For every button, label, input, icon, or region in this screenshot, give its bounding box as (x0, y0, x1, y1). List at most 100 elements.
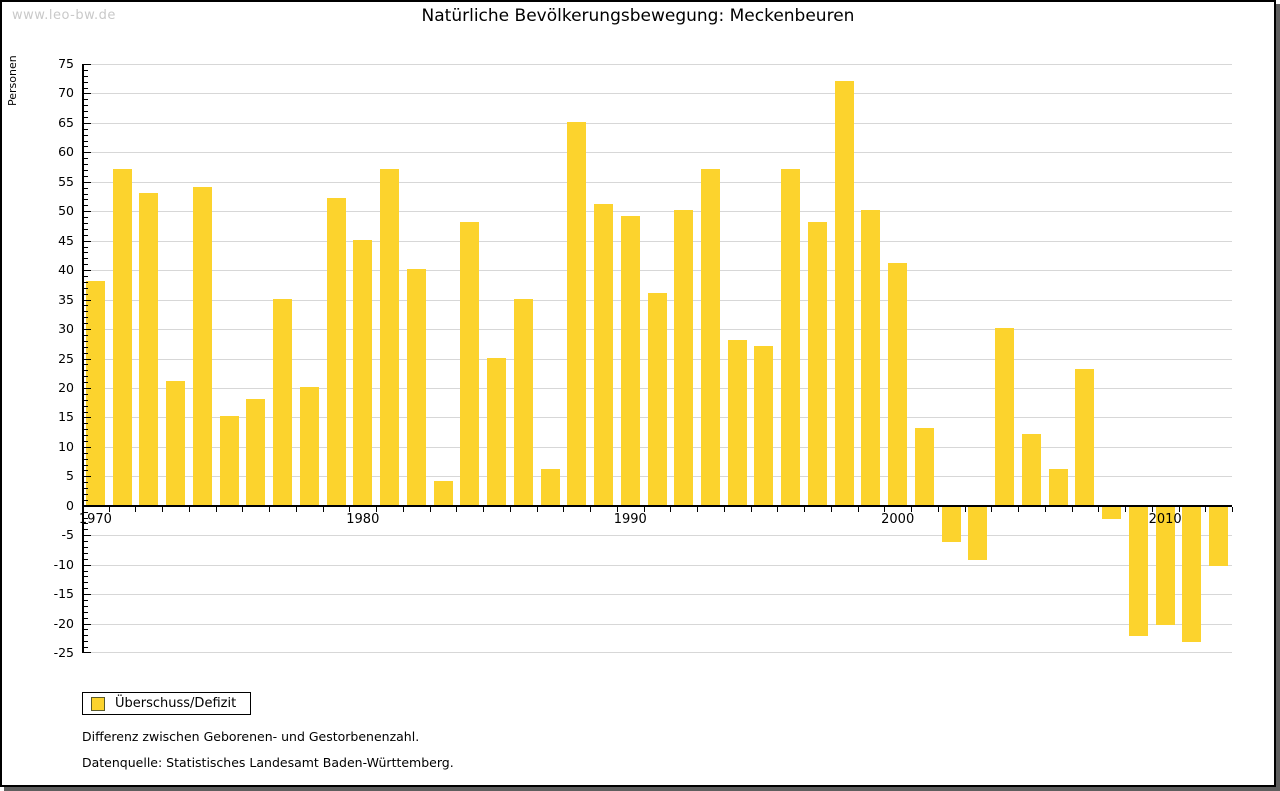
y-minor-tick (84, 529, 88, 531)
x-axis-tick-label: 1970 (78, 511, 112, 527)
y-minor-tick (84, 105, 88, 107)
y-minor-tick (84, 187, 88, 189)
y-minor-tick (84, 423, 88, 425)
y-minor-tick (84, 99, 88, 101)
y-major-tick (84, 564, 91, 566)
y-minor-tick (84, 405, 88, 407)
bar-2010 (1155, 506, 1175, 625)
y-axis-tick-label: 0 (66, 497, 74, 513)
bar-2011 (1182, 506, 1202, 643)
y-minor-tick (84, 234, 88, 236)
bar-1985 (487, 357, 507, 505)
bar-1972 (139, 192, 159, 505)
y-minor-tick (84, 87, 88, 89)
y-axis-tick-label: 60 (58, 144, 74, 160)
watermark: www.leo-bw.de (12, 8, 116, 23)
y-minor-tick (84, 511, 88, 513)
x-axis-tick (135, 506, 137, 512)
x-axis-tick (536, 506, 538, 512)
y-major-tick (84, 299, 91, 301)
y-minor-tick (84, 429, 88, 431)
y-axis-tick-label: -20 (53, 615, 74, 631)
y-axis-tick-label: 50 (58, 203, 74, 219)
y-axis-title: Personen (6, 55, 19, 106)
y-axis-tick-label: 25 (58, 350, 74, 366)
y-minor-tick (84, 464, 88, 466)
gridline (82, 535, 1232, 537)
bar-2007 (1075, 369, 1095, 505)
bar-2000 (888, 263, 908, 505)
gridline (82, 623, 1232, 625)
x-axis-tick (563, 506, 565, 512)
y-major-tick (84, 93, 91, 95)
y-minor-tick (84, 281, 88, 283)
y-minor-tick (84, 111, 88, 113)
x-axis-tick (643, 506, 645, 512)
bar-1977 (273, 298, 293, 505)
y-axis-tick-label: 65 (58, 114, 74, 130)
y-minor-tick (84, 488, 88, 490)
bar-2006 (1048, 469, 1068, 505)
bar-1998 (834, 80, 854, 505)
y-axis-tick-label: 20 (58, 379, 74, 395)
bar-1980 (353, 239, 373, 505)
x-axis-tick (1178, 506, 1180, 512)
legend-swatch-icon (91, 696, 105, 711)
y-minor-tick (84, 576, 88, 578)
x-axis-tick-label: 1980 (346, 511, 380, 527)
y-minor-tick (84, 435, 88, 437)
footnote-source: Datenquelle: Statistisches Landesamt Bad… (82, 755, 454, 770)
x-axis-tick-label: 2000 (881, 511, 915, 527)
y-major-tick (84, 152, 91, 154)
y-minor-tick (84, 258, 88, 260)
y-minor-tick (84, 617, 88, 619)
y-minor-tick (84, 376, 88, 378)
x-axis-tick (429, 506, 431, 512)
y-major-tick (84, 446, 91, 448)
y-minor-tick (84, 352, 88, 354)
y-major-tick (84, 211, 91, 213)
bar-1992 (674, 210, 694, 505)
bar-1993 (700, 169, 720, 505)
bar-2008 (1102, 506, 1122, 519)
y-minor-tick (84, 193, 88, 195)
y-axis-tick-label: -5 (61, 527, 74, 543)
y-minor-tick (84, 175, 88, 177)
y-minor-tick (84, 370, 88, 372)
y-minor-tick (84, 570, 88, 572)
gridline (82, 211, 1232, 213)
y-minor-tick (84, 170, 88, 172)
y-major-tick (84, 329, 91, 331)
y-axis-tick-label: 55 (58, 173, 74, 189)
x-axis-tick (509, 506, 511, 512)
bar-2004 (995, 328, 1015, 505)
y-minor-tick (84, 470, 88, 472)
x-axis-line (82, 504, 1232, 507)
x-axis-tick (188, 506, 190, 512)
bar-1979 (326, 198, 346, 505)
bar-1999 (861, 210, 881, 505)
y-minor-tick (84, 641, 88, 643)
y-minor-tick (84, 364, 88, 366)
y-minor-tick (84, 346, 88, 348)
y-major-tick (84, 387, 91, 389)
legend-label: Überschuss/Defizit (115, 696, 237, 711)
y-major-tick (84, 358, 91, 360)
y-axis-tick-label: 75 (58, 56, 74, 71)
x-axis-tick (1151, 506, 1153, 512)
bar-1988 (567, 121, 587, 505)
footnote-definition: Differenz zwischen Geborenen- und Gestor… (82, 729, 420, 744)
y-minor-tick (84, 499, 88, 501)
legend: Überschuss/Defizit (82, 692, 252, 715)
gridline (82, 93, 1232, 95)
x-axis-tick (1232, 506, 1233, 512)
y-axis-tick-label: 30 (58, 321, 74, 337)
y-minor-tick (84, 311, 88, 313)
x-axis-tick (750, 506, 752, 512)
x-axis-tick (215, 506, 217, 512)
x-axis-tick (1018, 506, 1020, 512)
y-minor-tick (84, 140, 88, 142)
y-minor-tick (84, 305, 88, 307)
x-axis-tick (483, 506, 485, 512)
gridline (82, 240, 1232, 242)
